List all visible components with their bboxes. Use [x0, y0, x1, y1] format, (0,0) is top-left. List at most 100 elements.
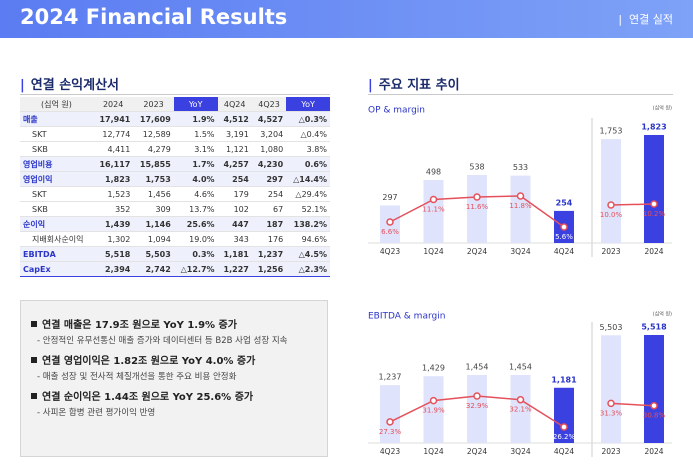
header-section: | 연결 실적 — [618, 13, 673, 26]
summary-detail: - 안정적인 유무선통신 매출 증가와 데이터센터 등 B2B 사업 성장 지속 — [37, 336, 288, 346]
margin-marker — [607, 399, 615, 408]
x-tick-label: 2Q24 — [467, 447, 487, 456]
table-cell: 254 — [251, 186, 287, 202]
margin-label: 31.3% — [600, 409, 623, 417]
table-cell: △12.7% — [173, 261, 218, 277]
bar-label: 5,518 — [641, 323, 667, 332]
chart-title: OP & margin — [368, 106, 425, 116]
table-cell: 15,855 — [133, 156, 174, 172]
margin-label: 5.6% — [555, 233, 573, 241]
table-cell: 1,181 — [217, 246, 252, 262]
table-cell: 5,518 — [92, 246, 134, 262]
table-cell: 17,941 — [92, 111, 134, 127]
table-row: SKT 12,774 12,589 1.5% 3,191 3,204 △0.4% — [20, 126, 330, 142]
x-tick-label: 1Q24 — [423, 447, 443, 456]
table-cell: △0.4% — [286, 126, 330, 142]
table-cell: 12,589 — [133, 126, 174, 142]
chart-unit: (십억 원) — [653, 105, 672, 112]
table-cell: 1.5% — [173, 126, 218, 142]
summary-headline: 연결 매출은 17.9조 원으로 YoY 1.9% 증가 — [31, 316, 317, 331]
x-tick-label: 2023 — [601, 447, 620, 456]
table-cell: 94.6% — [286, 231, 330, 247]
table-cell: CapEx — [20, 261, 93, 277]
margin-marker — [386, 218, 394, 226]
table-row: 영업이익 1,823 1,753 4.0% 254 297 △14.4% — [20, 171, 330, 187]
table-cell: 1,094 — [133, 231, 174, 247]
column-header: YoY — [286, 97, 330, 112]
bar-label: 1,429 — [422, 364, 445, 373]
margin-label: 31.9% — [422, 407, 445, 415]
table-cell: SKT — [20, 186, 93, 202]
margin-marker — [429, 396, 438, 405]
table-cell: 1,439 — [92, 216, 134, 232]
bar — [467, 375, 487, 443]
margin-line — [610, 203, 655, 206]
x-tick-label: 4Q23 — [380, 447, 400, 456]
summary-detail: - 매출 성장 및 전사적 체질개선을 통한 주요 비용 안정화 — [37, 372, 237, 382]
table-cell: 102 — [217, 201, 252, 217]
header-row: (십억 원) 2024 2023 YoY 4Q24 4Q23 YoY — [20, 97, 330, 112]
table-cell: 25.6% — [173, 216, 218, 232]
table-cell: 1,080 — [251, 141, 287, 157]
bar-label: 538 — [469, 163, 484, 172]
table-cell: 4.0% — [173, 171, 218, 187]
table-cell: 0.3% — [173, 246, 218, 262]
margin-label: 26.2% — [553, 433, 576, 441]
divider — [20, 94, 330, 95]
bar-label: 533 — [513, 163, 528, 172]
summary-box: 연결 매출은 17.9조 원으로 YoY 1.9% 증가 - 안정적인 유무선통신… — [20, 300, 328, 457]
table-cell: 254 — [217, 171, 252, 187]
margin-label: 32.9% — [466, 402, 489, 410]
chart-title: EBITDA & margin — [368, 312, 445, 322]
table-cell: 13.7% — [173, 201, 218, 217]
margin-line — [610, 402, 655, 407]
table-cell: 447 — [217, 216, 252, 232]
table-cell: 1,121 — [217, 141, 252, 157]
margin-label: 6.6% — [381, 228, 399, 236]
table-row: SKB 4,411 4,279 3.1% 1,121 1,080 3.8% — [20, 141, 330, 157]
chart-unit: (십억 원) — [653, 311, 672, 318]
table-cell: △14.4% — [286, 171, 330, 187]
table-cell: 4,230 — [251, 156, 287, 172]
bar-label: 5,503 — [600, 323, 623, 332]
table-row: CapEx 2,394 2,742 △12.7% 1,227 1,256 △2.3% — [20, 261, 330, 277]
header-title: 2024 Financial Results — [20, 5, 288, 29]
x-tick-label: 2023 — [601, 247, 620, 256]
table-row: 영업비용 16,117 15,855 1.7% 4,257 4,230 0.6% — [20, 156, 330, 172]
bar — [644, 135, 664, 243]
margin-marker — [429, 195, 438, 204]
income-table: (십억 원) 2024 2023 YoY 4Q24 4Q23 YoY 매출 17,941 17,6… — [20, 97, 330, 277]
margin-marker — [516, 192, 525, 200]
table-cell: 1,302 — [92, 231, 134, 247]
margin-label: 10.0% — [600, 211, 623, 219]
margin-label: 11.6% — [466, 203, 489, 211]
margin-label: 10.2% — [643, 210, 666, 218]
table-cell: 1,227 — [217, 261, 252, 277]
margin-marker — [560, 423, 568, 431]
table-cell: 17,609 — [133, 111, 174, 127]
table-cell: 2,394 — [92, 261, 134, 277]
margin-label: 30.8% — [643, 412, 666, 420]
table-cell: 3.8% — [286, 141, 330, 157]
x-tick-label: 4Q24 — [554, 447, 574, 456]
table-cell: 2,742 — [133, 261, 174, 277]
x-tick-label: 3Q24 — [510, 247, 530, 256]
margin-marker — [516, 395, 525, 404]
margin-marker — [386, 418, 394, 426]
bar-label: 1,181 — [551, 375, 577, 384]
bar-label: 1,753 — [600, 127, 623, 136]
table-row: 지배회사순이익 1,302 1,094 19.0% 343 176 94.6% — [20, 231, 330, 247]
table-cell: 4,279 — [133, 141, 174, 157]
table-cell: 309 — [133, 201, 174, 217]
bar — [601, 335, 621, 443]
bar — [423, 376, 444, 443]
table-cell: 343 — [217, 231, 252, 247]
summary-headline: 연결 영업이익은 1.82조 원으로 YoY 4.0% 증가 — [31, 352, 317, 367]
table-cell: SKT — [20, 126, 93, 142]
table-cell: 순이익 — [20, 216, 93, 232]
table-row: EBITDA 5,518 5,503 0.3% 1,181 1,237 △4.5% — [20, 246, 330, 262]
table-title: | 연결 손익계산서 — [20, 78, 119, 93]
table-title-text: 연결 손익계산서 — [30, 78, 119, 93]
x-tick-label: 2Q24 — [467, 247, 487, 256]
